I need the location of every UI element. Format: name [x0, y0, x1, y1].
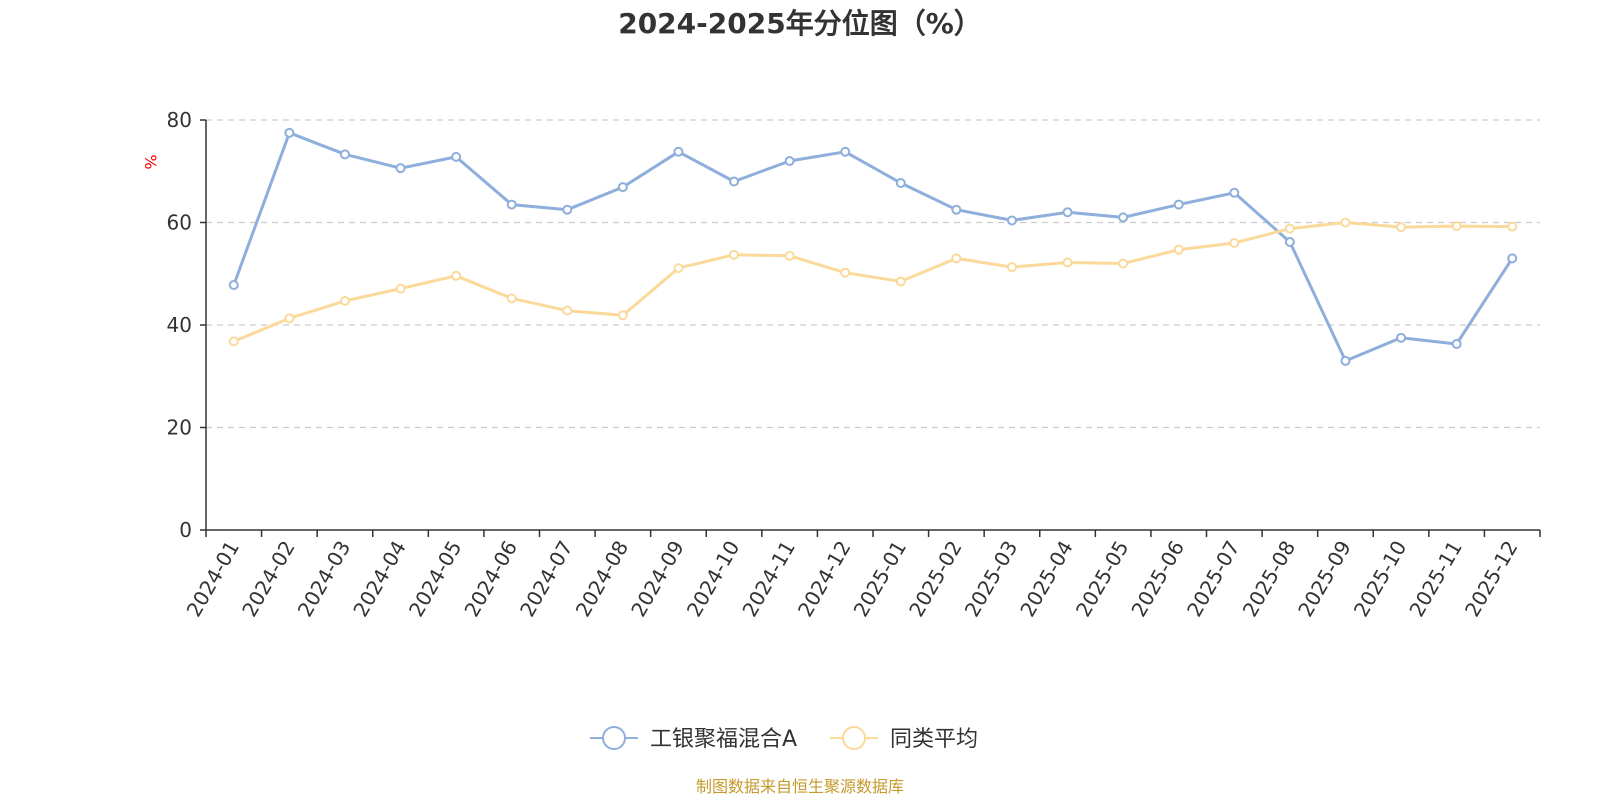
data-point[interactable] [284, 127, 295, 138]
data-point[interactable] [895, 276, 906, 287]
data-point[interactable] [895, 178, 906, 189]
x-tick-label: 2025-02 [904, 537, 967, 621]
legend-circle-marker [842, 726, 866, 750]
series-2 [228, 217, 1518, 347]
data-point[interactable] [673, 146, 684, 157]
series-lines [228, 127, 1518, 366]
x-tick-label: 2025-06 [1126, 537, 1189, 621]
data-point[interactable] [339, 295, 350, 306]
x-tick-label: 2024-02 [237, 537, 300, 621]
data-point[interactable] [1451, 221, 1462, 232]
data-point[interactable] [951, 253, 962, 264]
x-tick-label: 2024-08 [571, 537, 634, 621]
x-tick-label: 2025-08 [1238, 537, 1301, 621]
data-point[interactable] [784, 156, 795, 166]
data-point[interactable] [1507, 253, 1518, 264]
legend-label: 工银聚福混合A [650, 727, 797, 752]
data-point[interactable] [673, 263, 684, 274]
data-point[interactable] [1229, 238, 1240, 248]
legend-label: 同类平均 [890, 727, 978, 752]
data-point[interactable] [284, 313, 295, 324]
x-tick-label: 2025-01 [849, 537, 912, 621]
y-tick-label: 60 [167, 211, 192, 235]
data-point[interactable] [451, 270, 462, 281]
data-point[interactable] [840, 267, 851, 278]
x-tick-label: 2024-03 [293, 537, 356, 621]
data-point[interactable] [729, 249, 740, 260]
data-point[interactable] [1118, 258, 1129, 269]
data-point[interactable] [228, 280, 239, 291]
x-tick-label: 2025-09 [1293, 537, 1356, 621]
data-point[interactable] [1284, 223, 1295, 234]
x-tick-label: 2025-12 [1460, 537, 1523, 621]
data-point[interactable] [1396, 332, 1407, 343]
gridlines [206, 119, 1540, 429]
x-tick-label: 2024-10 [682, 537, 745, 621]
x-tick-label: 2024-07 [515, 537, 578, 621]
data-point[interactable] [1006, 262, 1017, 273]
data-point[interactable] [1006, 215, 1017, 226]
data-point[interactable] [1173, 199, 1184, 210]
data-point[interactable] [451, 151, 462, 162]
data-point[interactable] [395, 283, 406, 294]
y-tick-label: 0 [179, 518, 192, 542]
chart-title: 2024-2025年分位图（%） [618, 7, 982, 40]
data-point[interactable] [395, 163, 406, 174]
data-point[interactable] [1340, 355, 1351, 366]
x-tick-label: 2025-07 [1182, 537, 1245, 621]
y-tick-label: 80 [167, 108, 192, 132]
data-point[interactable] [729, 176, 740, 187]
x-tick-label: 2024-01 [182, 537, 245, 621]
data-point[interactable] [1118, 212, 1129, 223]
axes: 0204060802024-012024-022024-032024-04202… [167, 108, 1541, 621]
data-point[interactable] [1340, 217, 1351, 228]
source-note: 制图数据来自恒生聚源数据库 [696, 777, 904, 796]
x-tick-label: 2024-09 [626, 537, 689, 621]
data-point[interactable] [506, 293, 517, 304]
x-tick-label: 2024-12 [793, 537, 856, 621]
x-tick-label: 2025-10 [1349, 537, 1412, 621]
data-point[interactable] [506, 199, 517, 210]
y-axis-unit-label: % [141, 154, 160, 169]
legend[interactable]: 工银聚福混合A 同类平均 [590, 726, 978, 752]
series-line [232, 131, 1514, 363]
series-1 [228, 127, 1518, 366]
data-point[interactable] [1396, 222, 1407, 233]
data-point[interactable] [784, 250, 795, 261]
data-point[interactable] [840, 146, 851, 157]
data-point[interactable] [1451, 338, 1462, 349]
x-tick-label: 2025-05 [1071, 537, 1134, 621]
data-point[interactable] [562, 204, 573, 215]
data-point[interactable] [562, 305, 573, 316]
legend-item-2[interactable]: 同类平均 [830, 726, 978, 752]
x-tick-label: 2024-06 [459, 537, 522, 621]
x-tick-label: 2025-03 [960, 536, 1023, 620]
x-tick-label: 2025-11 [1404, 537, 1467, 621]
data-point[interactable] [1062, 257, 1073, 268]
data-point[interactable] [1229, 187, 1240, 198]
x-tick-label: 2024-04 [348, 537, 411, 621]
data-point[interactable] [228, 336, 239, 347]
legend-item-1[interactable]: 工银聚福混合A [590, 726, 797, 752]
data-point[interactable] [1284, 236, 1295, 247]
data-point[interactable] [951, 204, 962, 215]
data-point[interactable] [339, 149, 350, 160]
data-point[interactable] [617, 310, 628, 321]
y-tick-label: 20 [167, 416, 192, 440]
legend-circle-marker [602, 726, 626, 750]
data-point[interactable] [1062, 207, 1073, 218]
series-line [233, 221, 1513, 343]
data-point[interactable] [1507, 221, 1518, 232]
x-tick-label: 2024-05 [404, 537, 467, 621]
data-point[interactable] [617, 182, 628, 193]
x-tick-label: 2024-11 [737, 537, 800, 621]
data-point[interactable] [1173, 244, 1184, 255]
y-tick-label: 40 [167, 313, 192, 337]
x-tick-label: 2025-04 [1015, 537, 1078, 621]
